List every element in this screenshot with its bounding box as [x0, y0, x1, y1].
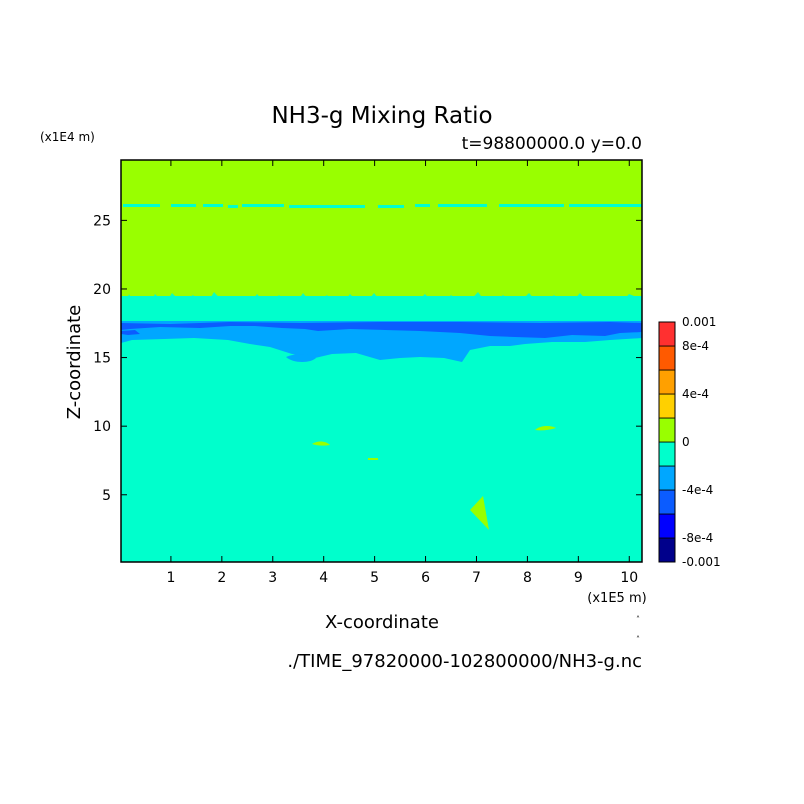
svg-text:˄: ˄ — [636, 635, 640, 644]
colorbar-segment — [658, 321, 676, 347]
colorbar-segment — [658, 417, 676, 443]
y-axis-label: Z-coordinate — [64, 305, 85, 420]
thin-band — [123, 204, 642, 208]
x-axis-ticks: 1 2 3 4 5 6 7 8 9 10 — [166, 160, 638, 586]
svg-text:˄: ˄ — [636, 615, 640, 624]
colorbar-label: 4e-4 — [682, 387, 709, 401]
x-tick-label: 4 — [319, 570, 328, 586]
blue-layer-edge — [121, 330, 140, 335]
colorbar-label: 8e-4 — [682, 339, 709, 353]
plot-area — [121, 160, 642, 562]
x-tick-label: 6 — [421, 570, 430, 586]
dark-blue-core — [121, 322, 642, 338]
y-tick-label: 10 — [93, 419, 111, 435]
colorbar-segment — [658, 345, 676, 371]
arrow-marks: ˄ ˄ — [636, 615, 640, 644]
x-tick-label: 8 — [523, 570, 532, 586]
colorbar-segment — [658, 393, 676, 419]
x-tick-label: 3 — [268, 570, 277, 586]
colorbar-segment — [658, 369, 676, 395]
plot-frame — [120, 159, 643, 563]
chart-title: NH3-g Mixing Ratio — [271, 103, 492, 129]
colorbar-label: 0.001 — [682, 315, 716, 329]
y-tick-label: 20 — [93, 282, 111, 298]
x-axis-label: X-coordinate — [325, 612, 439, 633]
x-unit-label: (x1E5 m) — [587, 591, 646, 606]
y-tick-label: 15 — [93, 351, 111, 367]
colorbar-label: 0 — [682, 435, 690, 449]
x-tick-label: 2 — [217, 570, 226, 586]
x-tick-label: 1 — [166, 570, 175, 586]
colorbar-label: -0.001 — [682, 555, 721, 569]
upper-layer — [121, 160, 642, 296]
y-tick-label: 5 — [102, 488, 111, 504]
x-tick-label: 7 — [472, 570, 481, 586]
colorbar: 0.001 8e-4 4e-4 0 -4e-4 -8e-4 -0.001 — [658, 315, 721, 569]
x-tick-label: 9 — [574, 570, 583, 586]
colorbar-segment — [658, 513, 676, 539]
blue-layer-blob — [286, 354, 316, 362]
y-unit-label: (x1E4 m) — [40, 130, 95, 144]
colorbar-label: -8e-4 — [682, 531, 713, 545]
y-tick-label: 25 — [93, 213, 111, 229]
transition-layer — [121, 292, 642, 321]
colorbar-segment — [658, 537, 676, 563]
colorbar-segment — [658, 489, 676, 515]
x-tick-label: 5 — [370, 570, 379, 586]
colorbar-label: -4e-4 — [682, 483, 713, 497]
chart-subtitle: t=98800000.0 y=0.0 — [462, 134, 642, 154]
y-axis-ticks: 5 10 15 20 25 — [93, 213, 642, 504]
x-tick-label: 10 — [620, 570, 638, 586]
colorbar-segment — [658, 441, 676, 467]
source-label: ./TIME_97820000-102800000/NH3-g.nc — [287, 651, 642, 672]
colorbar-frame — [658, 321, 676, 563]
colorbar-segment — [658, 465, 676, 491]
minor-features — [312, 425, 556, 530]
